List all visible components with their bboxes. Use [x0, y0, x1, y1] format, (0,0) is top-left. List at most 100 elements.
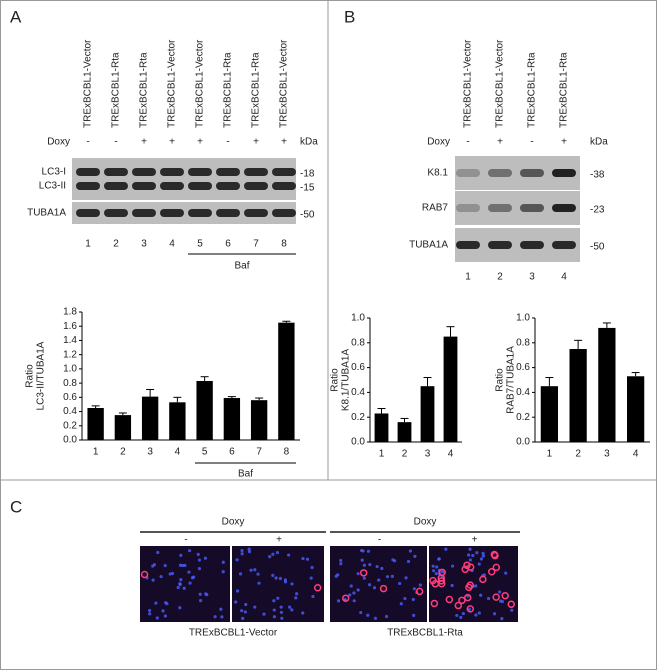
bar — [569, 349, 587, 442]
lane-label: TRExBCBL1-Vector — [495, 39, 506, 128]
band — [244, 168, 268, 176]
nucleus — [268, 555, 272, 559]
nucleus — [398, 581, 402, 586]
lane-number: 2 — [497, 272, 503, 283]
nucleus — [408, 549, 413, 553]
band — [488, 169, 512, 177]
lane-number: 2 — [113, 239, 119, 250]
nucleus — [373, 616, 378, 620]
nucleus — [390, 574, 394, 578]
nucleus — [168, 572, 172, 576]
y-tick-label: 0.0 — [63, 435, 77, 446]
nucleus — [450, 583, 454, 588]
nucleus — [366, 613, 370, 617]
lane-label: TRExBCBL1-Rta — [527, 52, 538, 128]
nucleus — [183, 563, 187, 568]
y-axis-title: Ratio — [495, 368, 506, 392]
doxy-sign: + — [561, 137, 567, 148]
nucleus — [334, 574, 338, 578]
nucleus — [352, 591, 356, 595]
nucleus — [437, 557, 441, 561]
bar — [169, 402, 186, 440]
red-signal — [140, 570, 149, 579]
nucleus — [362, 576, 366, 580]
y-tick-label: 0.8 — [63, 378, 77, 389]
red-signal — [445, 595, 454, 604]
nucleus — [279, 605, 283, 609]
band — [552, 169, 576, 177]
nucleus — [161, 609, 165, 613]
bar — [114, 415, 132, 440]
nucleus — [305, 557, 310, 561]
nucleus — [504, 571, 508, 575]
doxy-sign: + — [472, 535, 478, 546]
y-tick-label: 0.6 — [63, 392, 77, 403]
nucleus — [179, 553, 183, 557]
nucleus — [155, 616, 159, 620]
nucleus — [249, 568, 253, 572]
size-marker: -38 — [590, 170, 605, 181]
nucleus — [372, 586, 377, 590]
nucleus — [288, 605, 292, 609]
nucleus — [301, 611, 305, 615]
doxy-label: Doxy — [427, 137, 450, 148]
x-tick-label: 2 — [402, 449, 408, 460]
nucleus — [311, 594, 315, 599]
bar — [278, 322, 295, 440]
kda-label: kDa — [300, 137, 318, 148]
doxy-sign: + — [281, 137, 287, 148]
nucleus — [272, 608, 276, 612]
lane-label: TRExBCBL1-Rta — [139, 52, 150, 128]
red-signal — [492, 593, 500, 601]
nucleus — [274, 576, 278, 580]
band — [76, 182, 100, 190]
nucleus — [187, 549, 192, 553]
y-axis-title: K8.1/TUBA1A — [341, 349, 352, 412]
y-tick-label: 1.2 — [63, 349, 77, 360]
nucleus — [204, 592, 208, 596]
nucleus — [348, 593, 352, 597]
doxy-sign: + — [169, 137, 175, 148]
bar — [87, 408, 104, 440]
bar — [397, 422, 412, 442]
nucleus — [510, 608, 514, 612]
nucleus — [241, 616, 245, 620]
nucleus — [339, 562, 343, 566]
nucleus — [367, 583, 372, 587]
nucleus — [477, 611, 481, 615]
x-tick-label: 3 — [604, 449, 610, 460]
band — [552, 241, 576, 249]
doxy-sign: + — [497, 137, 503, 148]
band — [104, 168, 128, 176]
red-signal — [507, 600, 515, 609]
size-marker: -50 — [300, 210, 315, 221]
y-tick-label: 1.6 — [63, 321, 77, 332]
doxy-sign: - — [226, 137, 229, 148]
nucleus — [235, 589, 240, 593]
nucleus — [147, 608, 152, 613]
blot-label: LC3-I — [42, 167, 66, 178]
nucleus — [159, 574, 163, 579]
nucleus — [271, 552, 275, 556]
nucleus — [244, 602, 248, 607]
y-tick-label: 0.8 — [516, 337, 530, 348]
doxy-sign: + — [253, 137, 259, 148]
red-signal — [479, 575, 487, 584]
nucleus — [275, 551, 280, 555]
lane-number: 7 — [253, 239, 259, 250]
nucleus — [368, 563, 372, 567]
band — [132, 209, 156, 217]
y-tick-label: 1.0 — [63, 364, 77, 375]
nucleus — [163, 563, 167, 568]
nucleus — [238, 572, 243, 576]
nucleus — [479, 593, 483, 597]
band — [488, 241, 512, 249]
y-tick-label: 1.8 — [63, 307, 77, 318]
doxy-sign: + — [197, 137, 203, 148]
nucleus — [384, 614, 389, 619]
nucleus — [309, 576, 313, 580]
nucleus — [196, 552, 200, 556]
blot-label: TUBA1A — [409, 240, 448, 251]
nucleus — [163, 614, 168, 618]
